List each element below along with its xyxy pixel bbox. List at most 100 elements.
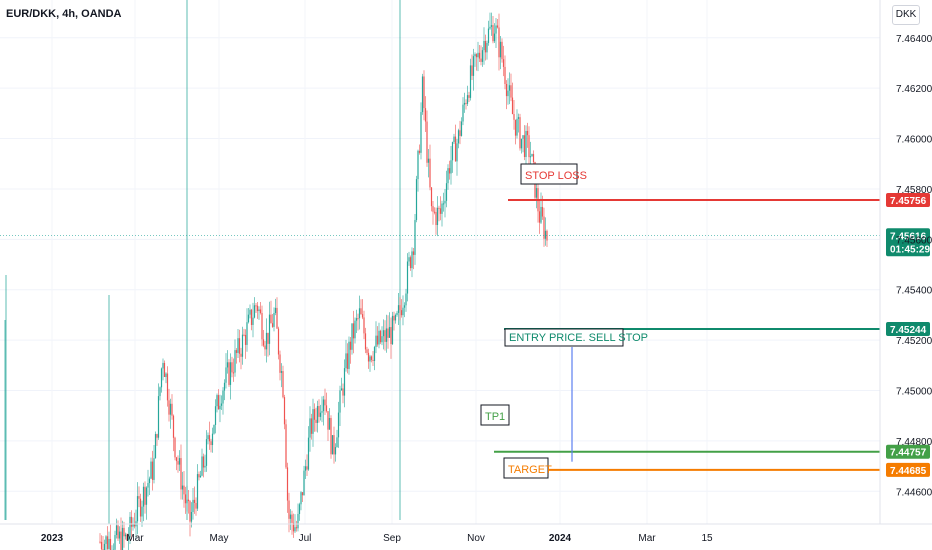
candle-body xyxy=(114,535,116,550)
candle-body xyxy=(346,353,349,369)
candle-body xyxy=(262,339,265,346)
candle-body xyxy=(493,33,496,42)
candle-body xyxy=(108,538,110,549)
candle-body xyxy=(198,474,200,478)
candle-body xyxy=(397,305,400,313)
candle-body xyxy=(178,458,181,465)
price-tick-label: 7.44600 xyxy=(896,487,932,498)
candle-body xyxy=(195,502,197,509)
candle-body xyxy=(274,307,277,313)
time-tick-label: 2023 xyxy=(41,533,64,544)
candle-body xyxy=(303,470,305,496)
candle-body xyxy=(126,534,128,541)
candle-body xyxy=(373,347,376,362)
candle-body xyxy=(432,206,434,212)
candle-body xyxy=(396,312,398,316)
candle-body xyxy=(486,42,488,53)
candle-body xyxy=(202,456,205,468)
candle-body xyxy=(348,341,350,369)
candle-body xyxy=(402,307,404,316)
candle-body xyxy=(364,333,367,350)
entry-annotation-box xyxy=(504,328,624,347)
candle-body xyxy=(138,496,140,499)
candle-body xyxy=(241,334,244,357)
candle-body xyxy=(181,485,184,490)
candle-body xyxy=(252,317,254,325)
candle-body xyxy=(363,317,365,334)
candle-body xyxy=(427,158,430,163)
candle-body xyxy=(517,117,520,119)
candle-body xyxy=(171,403,173,416)
candle-body xyxy=(357,318,359,320)
candle-body xyxy=(504,66,506,84)
candle-body xyxy=(393,315,395,321)
candle-body xyxy=(99,541,101,543)
candle-body xyxy=(219,405,221,410)
candle-body xyxy=(238,338,241,354)
entry-price-tag-label: 7.45244 xyxy=(890,325,927,336)
candle-body xyxy=(318,406,320,417)
candle-body xyxy=(306,466,308,470)
candle-body xyxy=(255,305,257,307)
candle-body xyxy=(382,330,385,337)
candle-body xyxy=(414,220,416,255)
candle-body xyxy=(267,332,269,344)
candle-body xyxy=(129,516,131,538)
candle-body xyxy=(330,417,332,455)
candle-body xyxy=(370,356,373,360)
time-tick-label: Jul xyxy=(299,533,312,544)
candle-body xyxy=(333,435,335,455)
candle-body xyxy=(270,314,272,324)
candle-body xyxy=(349,341,352,350)
entry-price-tag xyxy=(886,322,930,337)
candle-body xyxy=(519,117,521,149)
candle-body xyxy=(222,390,224,404)
candle-body xyxy=(538,211,541,223)
candle-body xyxy=(256,305,259,312)
candle-body xyxy=(276,307,278,329)
entry-annotation-text: ENTRY PRICE. SELL STOP xyxy=(509,332,648,344)
candle-body xyxy=(544,230,547,239)
candle-body xyxy=(457,130,460,144)
candle-body xyxy=(246,322,248,345)
candle-body xyxy=(160,368,163,388)
candle-body xyxy=(265,332,268,350)
candle-body xyxy=(451,142,454,161)
candle-body xyxy=(288,500,290,519)
candle-body xyxy=(391,315,394,345)
candle-body xyxy=(423,76,425,109)
candle-body xyxy=(208,435,211,442)
candle-body xyxy=(234,350,236,373)
time-tick-label: Mar xyxy=(638,533,656,544)
candle-body xyxy=(459,130,461,136)
candle-body xyxy=(231,362,233,373)
candle-body xyxy=(312,409,314,434)
candle-body xyxy=(352,323,355,339)
candle-body xyxy=(507,90,509,97)
candle-body xyxy=(499,41,502,58)
candle-body xyxy=(505,83,508,97)
candle-body xyxy=(483,40,485,51)
candle-body xyxy=(298,504,301,514)
candle-body xyxy=(360,308,362,315)
candle-body xyxy=(339,390,341,413)
candle-body xyxy=(525,130,527,157)
candle-body xyxy=(465,102,467,104)
candle-body xyxy=(337,412,340,438)
candle-body xyxy=(415,179,418,221)
candle-body xyxy=(508,85,511,91)
candle-body xyxy=(205,439,208,466)
candle-body xyxy=(532,154,535,162)
candle-body xyxy=(304,466,307,471)
candle-body xyxy=(163,362,166,378)
candle-body xyxy=(289,514,292,519)
candle-body xyxy=(325,405,328,412)
currency-button[interactable]: DKK xyxy=(892,5,920,25)
current-price-label: 7.45616 xyxy=(890,231,927,242)
candle-body xyxy=(228,362,230,385)
candle-body xyxy=(384,330,386,342)
candle-body xyxy=(436,207,439,226)
candle-body xyxy=(490,25,493,27)
candle-body xyxy=(253,305,256,318)
